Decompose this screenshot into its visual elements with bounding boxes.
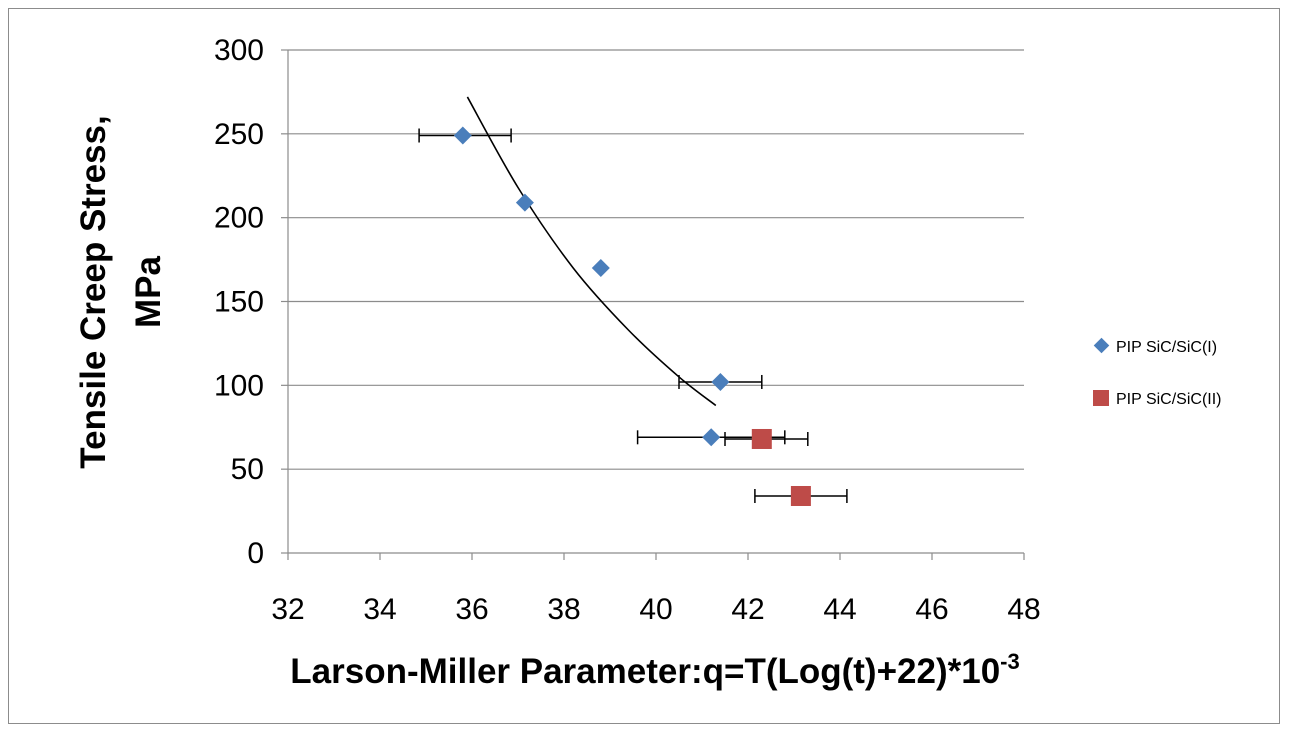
y-axis-title: Tensile Creep Stress, MPa: [74, 115, 168, 468]
y-tick-label: 0: [247, 537, 264, 570]
x-tick-label: 44: [823, 593, 856, 626]
x-tick-label: 32: [271, 593, 304, 626]
tick-labels: 0 50 100 150 200 250 300 32 34 36 38 40 42 44 46 48: [214, 34, 1041, 626]
trendline: [466, 96, 717, 407]
x-tick-label: 42: [731, 593, 764, 626]
x-tick-label: 48: [1007, 593, 1040, 626]
gridlines: [288, 49, 1024, 470]
y-tick-label: 250: [214, 118, 264, 151]
chart-frame: [8, 8, 1280, 724]
data-point-series-2: [751, 428, 772, 449]
x-tick-label: 38: [547, 593, 580, 626]
y-tick-label: 200: [214, 202, 264, 235]
data-point-series-2: [790, 485, 811, 506]
y-tick-label: 300: [214, 34, 264, 67]
legend-label-series-1: PIP SiC/SiC(I): [1116, 339, 1217, 356]
trendline-layer: [466, 96, 717, 407]
y-axis-title-line1: Tensile Creep Stress,: [74, 115, 113, 468]
data-point-series-1: [702, 428, 721, 447]
legend: PIP SiC/SiC(I) PIP SiC/SiC(II): [1093, 337, 1222, 408]
x-tick-label: 40: [639, 593, 672, 626]
legend-marker-diamond: [1093, 337, 1110, 354]
legend-label-series-2: PIP SiC/SiC(II): [1116, 391, 1222, 408]
data-points: [453, 126, 811, 506]
x-axis-title-text: Larson-Miller Parameter:q=T(Log(t)+22)*1…: [290, 652, 1000, 691]
x-tick-label: 46: [915, 593, 948, 626]
x-axis-title: Larson-Miller Parameter:q=T(Log(t)+22)*1…: [290, 649, 1019, 691]
data-point-series-1: [591, 258, 610, 277]
axes: [281, 49, 1025, 560]
y-axis-title-line2: MPa: [129, 255, 168, 328]
y-tick-label: 50: [231, 453, 264, 486]
data-point-series-1: [515, 193, 534, 212]
data-point-series-1: [453, 126, 472, 145]
x-tick-label: 34: [363, 593, 396, 626]
y-tick-label: 100: [214, 369, 264, 402]
x-axis-title-superscript: -3: [1000, 649, 1020, 674]
legend-marker-square: [1093, 390, 1109, 406]
x-tick-label: 36: [455, 593, 488, 626]
data-point-series-1: [711, 372, 730, 391]
y-tick-label: 150: [214, 286, 264, 319]
error-bars: [418, 128, 848, 503]
